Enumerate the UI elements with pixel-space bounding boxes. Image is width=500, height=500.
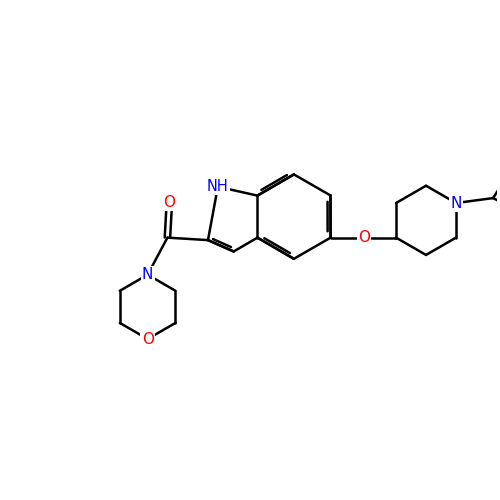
Text: O: O: [142, 332, 154, 346]
Text: NH: NH: [207, 179, 229, 194]
Text: O: O: [358, 230, 370, 245]
Text: O: O: [164, 194, 175, 210]
Text: N: N: [142, 267, 154, 282]
Text: N: N: [450, 196, 462, 210]
